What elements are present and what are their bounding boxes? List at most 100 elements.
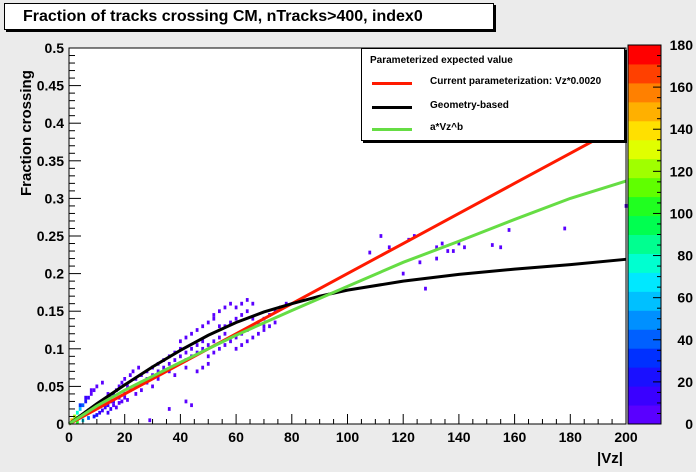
- heatmap-cell: [195, 328, 199, 332]
- heatmap-cell: [123, 377, 127, 381]
- heatmap-cell: [120, 380, 124, 385]
- heatmap-cell: [167, 361, 171, 366]
- heatmap-cell: [401, 271, 405, 276]
- heatmap-cell: [89, 388, 93, 393]
- heatmap-cell: [223, 343, 227, 347]
- heatmap-cell: [206, 343, 210, 347]
- heatmap-cell: [117, 401, 121, 405]
- color-scale-band: [628, 139, 661, 160]
- heatmap-cell: [173, 373, 177, 377]
- heatmap-cell: [435, 256, 439, 261]
- color-scale-band: [628, 310, 661, 330]
- legend-entry: a*Vz^b: [362, 121, 624, 137]
- heatmap-cell: [256, 331, 260, 336]
- heatmap-cell: [490, 243, 494, 247]
- heatmap-cell: [117, 384, 121, 389]
- heatmap-cell: [245, 339, 249, 344]
- heatmap-cell: [223, 305, 227, 310]
- heatmap-cell: [251, 316, 255, 321]
- y-tick-label: 0.4: [45, 115, 65, 131]
- x-axis-label: |Vz|: [597, 450, 623, 467]
- heatmap-cell: [240, 313, 244, 317]
- legend-swatch: [372, 106, 412, 109]
- legend-label: Current parameterization: Vz*0.0020: [430, 76, 602, 87]
- y-tick-label: 0.2: [45, 266, 65, 282]
- heatmap-cell: [251, 301, 255, 306]
- heatmap-cell: [134, 392, 138, 396]
- heatmap-cell: [201, 324, 205, 329]
- color-scale-band: [628, 177, 661, 198]
- x-tick-label: 140: [447, 429, 471, 445]
- heatmap-cell: [201, 346, 205, 351]
- heatmap-cell: [245, 309, 249, 314]
- heatmap-cell: [75, 419, 79, 424]
- heatmap-cell: [184, 399, 188, 404]
- heatmap-cell: [95, 413, 99, 417]
- legend-swatch: [372, 128, 412, 131]
- heatmap-cell: [78, 407, 82, 411]
- heatmap-cell: [387, 245, 391, 250]
- heatmap-cell: [379, 234, 383, 238]
- heatmap-cell: [126, 398, 129, 402]
- heatmap-cell: [98, 410, 102, 415]
- legend-label: a*Vz^b: [430, 122, 464, 133]
- heatmap-cell: [84, 395, 88, 400]
- heatmap-cell: [190, 346, 193, 351]
- heatmap-cell: [106, 410, 110, 415]
- heatmap-cell: [87, 395, 90, 400]
- heatmap-cell: [206, 320, 210, 325]
- heatmap-cell: [190, 331, 193, 336]
- legend-label: Geometry-based: [430, 100, 509, 111]
- heatmap-cell: [92, 414, 96, 419]
- x-tick-label: 160: [503, 429, 527, 445]
- legend-swatch: [372, 82, 412, 85]
- color-scale-band: [628, 234, 661, 254]
- legend: Parameterized expected value Current par…: [361, 48, 625, 141]
- heatmap-cell: [184, 350, 188, 355]
- heatmap-cell: [212, 350, 216, 355]
- axes: 0 20 40 60 80 100 120 140 160 180 200 0 0.05 0.1 0.15 0…: [37, 40, 638, 445]
- x-tick-label: 0: [65, 429, 73, 445]
- x-tick-label: 60: [228, 429, 244, 445]
- z-tick-label: 20: [677, 374, 693, 390]
- color-scale-band: [628, 348, 661, 368]
- heatmap-cell: [109, 407, 113, 411]
- y-tick-label: 0.5: [45, 40, 65, 56]
- heatmap-cell: [126, 384, 129, 389]
- color-scale: 0 20 40 60 80 100 120 140 160 180: [627, 37, 694, 432]
- z-tick-label: 100: [670, 205, 694, 221]
- z-tick-label: 0: [685, 416, 693, 432]
- heatmap-cell: [103, 405, 107, 410]
- series-line: [68, 179, 627, 426]
- heatmap-cell: [217, 309, 221, 314]
- color-scale-band: [628, 120, 661, 141]
- heatmap-cell: [507, 228, 511, 232]
- chart-title: Fraction of tracks crossing CM, nTracks>…: [4, 3, 494, 30]
- color-scale-band: [628, 158, 661, 179]
- heatmap-cell: [195, 369, 199, 374]
- heatmap-cell: [156, 377, 160, 381]
- y-tick-label: 0.1: [45, 341, 65, 357]
- heatmap-cell: [101, 380, 104, 385]
- heatmap-cell: [229, 320, 232, 325]
- heatmap-cell: [229, 339, 232, 344]
- color-scale-band: [628, 367, 661, 387]
- legend-entry: Geometry-based: [362, 99, 624, 115]
- heatmap-cell: [201, 339, 205, 344]
- y-tick-label: 0.15: [37, 303, 64, 319]
- heatmap-cell: [262, 324, 266, 329]
- heatmap-cell: [140, 388, 143, 393]
- legend-entry: Current parameterization: Vz*0.0020: [362, 75, 624, 91]
- color-scale-band: [628, 196, 661, 217]
- heatmap-cell: [137, 365, 141, 370]
- color-scale-band: [628, 253, 661, 273]
- z-tick-label: 140: [670, 121, 694, 137]
- heatmap-cell: [217, 335, 221, 340]
- heatmap-cell: [167, 407, 171, 411]
- heatmap-cell: [234, 335, 238, 340]
- heatmap-cell: [418, 260, 422, 265]
- heatmap-cell: [217, 346, 221, 351]
- color-scale-band: [628, 386, 661, 406]
- heatmap-cell: [148, 418, 152, 423]
- y-tick-label: 0.35: [37, 153, 64, 169]
